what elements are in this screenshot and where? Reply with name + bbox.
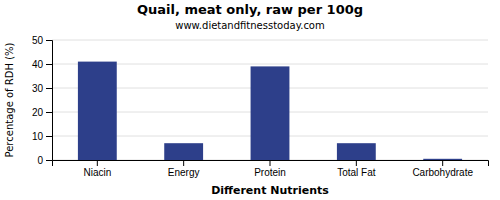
bars	[78, 62, 462, 160]
x-tick-mark	[442, 160, 443, 166]
y-tick: 0	[37, 155, 52, 166]
y-tick: 50	[32, 35, 52, 46]
y-axis: 0 10 20 30 40 50	[32, 35, 53, 166]
y-axis-line	[46, 41, 53, 161]
title: Quail, meat only, raw per 100g	[137, 2, 363, 17]
x-tick: Niacin	[83, 160, 111, 178]
x-tick-label: Energy	[168, 167, 200, 178]
x-tick-label: Protein	[254, 167, 286, 178]
x-tick-label: Total Fat	[337, 167, 376, 178]
y-tick-mark	[46, 112, 52, 113]
bar	[251, 66, 290, 160]
y-axis-title: Percentage of RDH (%)	[4, 42, 15, 157]
subtitle: www.dietandfitnesstoday.com	[175, 20, 324, 31]
y-tick-mark	[46, 88, 52, 89]
x-tick: Energy	[168, 160, 200, 178]
y-tick: 30	[32, 83, 52, 94]
x-tick: Carbohydrate	[412, 160, 473, 178]
bar	[423, 159, 462, 160]
x-axis-title: Different Nutrients	[211, 184, 329, 197]
x-tick: Total Fat	[337, 160, 376, 178]
x-axis-line	[53, 161, 489, 167]
x-tick: Protein	[254, 160, 286, 178]
x-tick-label: Niacin	[83, 167, 111, 178]
grid	[52, 40, 488, 160]
plot: 0 10 20 30 40 50 Niacin Energy Protein Total Fat C…	[32, 35, 489, 178]
y-tick-mark	[46, 160, 52, 161]
y-tick-label: 20	[32, 107, 44, 118]
x-tick-mark	[183, 160, 184, 166]
grid-line	[52, 64, 488, 65]
y-tick-mark	[46, 40, 52, 41]
y-tick: 40	[32, 59, 52, 70]
y-tick: 10	[32, 131, 52, 142]
x-tick-mark	[97, 160, 98, 166]
x-tick-label: Carbohydrate	[412, 167, 473, 178]
y-tick-mark	[46, 64, 52, 65]
y-tick-label: 10	[32, 131, 44, 142]
grid-line	[52, 40, 488, 41]
y-tick-label: 50	[32, 35, 44, 46]
x-tick-mark	[356, 160, 357, 166]
bar	[337, 143, 376, 160]
y-tick-mark	[46, 136, 52, 137]
chart: Quail, meat only, raw per 100g www.dietan…	[0, 0, 500, 200]
bar	[78, 62, 117, 160]
bar	[164, 143, 203, 160]
y-tick: 20	[32, 107, 52, 118]
x-axis: Niacin Energy Protein Total Fat Carbohydrate	[53, 160, 489, 178]
y-tick-label: 0	[37, 155, 43, 166]
x-tick-mark	[270, 160, 271, 166]
y-tick-label: 30	[32, 83, 44, 94]
y-tick-label: 40	[32, 59, 44, 70]
